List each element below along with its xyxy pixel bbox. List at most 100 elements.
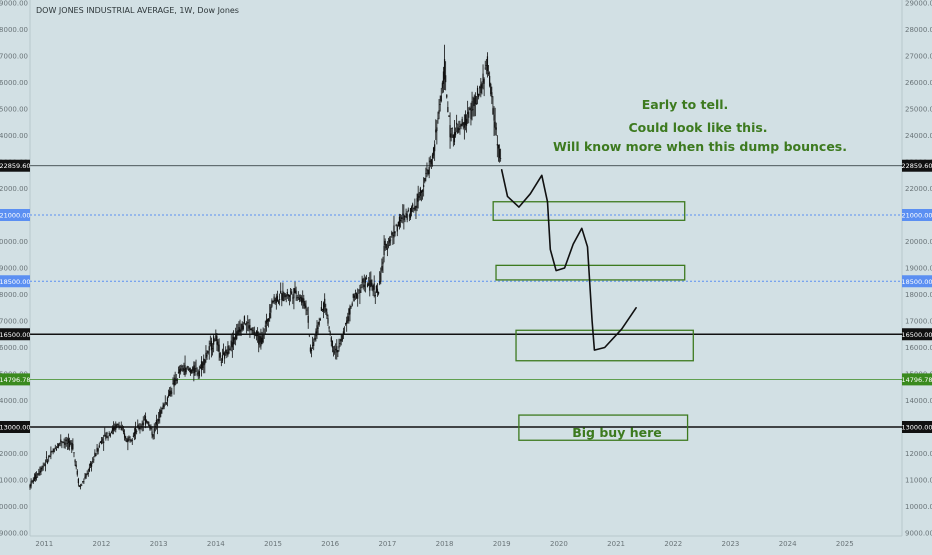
candle-body [45,456,48,458]
candle-body [140,426,142,428]
candle-body [387,245,390,247]
left-y-tick-label: 18000.00 [0,291,28,299]
candle-body [266,319,269,322]
level-label-left-bg [0,159,30,172]
level-label-left: 18500.00 [0,278,31,286]
candle-body [399,219,402,222]
candle-body [299,297,302,299]
candle-body [404,216,406,217]
candle-body [90,463,93,467]
candle-body [87,473,89,474]
candle-body [114,426,116,430]
candle-body [458,128,460,131]
support-zone-box [518,414,689,441]
candle-body [66,443,68,444]
candle-body [293,288,295,299]
candle-body [425,172,427,174]
right-y-tick-label: 12000.00 [905,450,932,458]
candle-body [208,346,210,351]
chart-title: DOW JONES INDUSTRIAL AVERAGE, 1W, Dow Jo… [36,6,239,15]
candle-body [355,293,358,299]
left-y-tick-label: 12000.00 [0,450,28,458]
candle-body [138,426,140,429]
level-labels: 22859.60 22859.60 21000.00 21000.00 18500.00… [0,159,932,433]
left-y-tick-label: 19000.00 [0,265,28,273]
candle-body [63,441,65,443]
candle-body [478,93,480,98]
candle-body [308,334,310,336]
candle-body [122,430,125,433]
candle-body [186,366,188,368]
candle-body [226,352,228,355]
candle-body [407,209,409,211]
candle-body [317,327,319,329]
candle-body [31,480,33,482]
time-axis: 2011 2012 2013 2014 2015 2016 2017 2018 2019 2020… [35,540,853,548]
candle-body [264,325,266,327]
candle-body [242,325,244,330]
x-tick-label: 2021 [607,540,625,548]
candle-body [322,302,325,312]
candle-body [490,83,492,95]
candle-body [361,281,363,283]
x-tick-label: 2022 [664,540,682,548]
candle-body [222,352,225,355]
candle-body [78,486,81,488]
candle-body [60,439,62,443]
candle-body [261,337,263,345]
candle-body [485,65,487,66]
candle-body [385,243,387,249]
candle-body [64,442,66,445]
candle-body [460,124,462,126]
candle-body [65,439,67,442]
candle-body [88,467,90,472]
x-tick-label: 2025 [836,540,854,548]
candle-body [227,345,229,356]
candle-body [288,294,291,298]
candle-body [427,169,429,175]
candle-body [166,397,169,402]
right-y-tick-label: 22000.00 [905,185,932,193]
candle-body [53,448,55,453]
left-y-tick-label: 10000.00 [0,503,28,511]
candle-body [457,127,459,134]
level-label-right-bg [902,421,932,433]
candle-body [494,121,496,128]
candle-body [251,327,253,334]
candle-body [301,297,303,303]
level-label-right-bg [902,328,932,341]
candle-body [181,366,183,368]
candle-body [412,204,414,207]
candle-body [43,464,45,466]
candle-body [112,427,115,431]
candle-body [377,291,380,294]
candle-body [374,295,376,297]
candle-body [144,416,147,425]
level-label-right: 22859.60 [901,162,932,170]
candle-body [362,278,364,283]
candle-body [82,481,84,482]
candle-body [486,56,489,71]
candle-body [482,73,484,83]
candle-body [156,424,159,426]
candle-body [341,335,343,341]
candle-body [200,361,203,370]
candle-body [228,351,230,353]
candle-body [394,231,396,234]
candle-body [253,331,255,336]
candle-body [59,442,61,444]
candle-body [125,436,127,439]
right-y-tick-label: 10000.00 [905,503,932,511]
x-tick-label: 2019 [493,540,511,548]
candle-body [171,392,173,394]
candle-body [175,379,177,381]
level-label-left-bg [0,421,30,433]
candle-body [326,312,328,316]
candle-body [184,365,186,375]
candle-body [177,372,180,374]
candle-body [123,433,126,438]
candle-body [305,305,307,308]
